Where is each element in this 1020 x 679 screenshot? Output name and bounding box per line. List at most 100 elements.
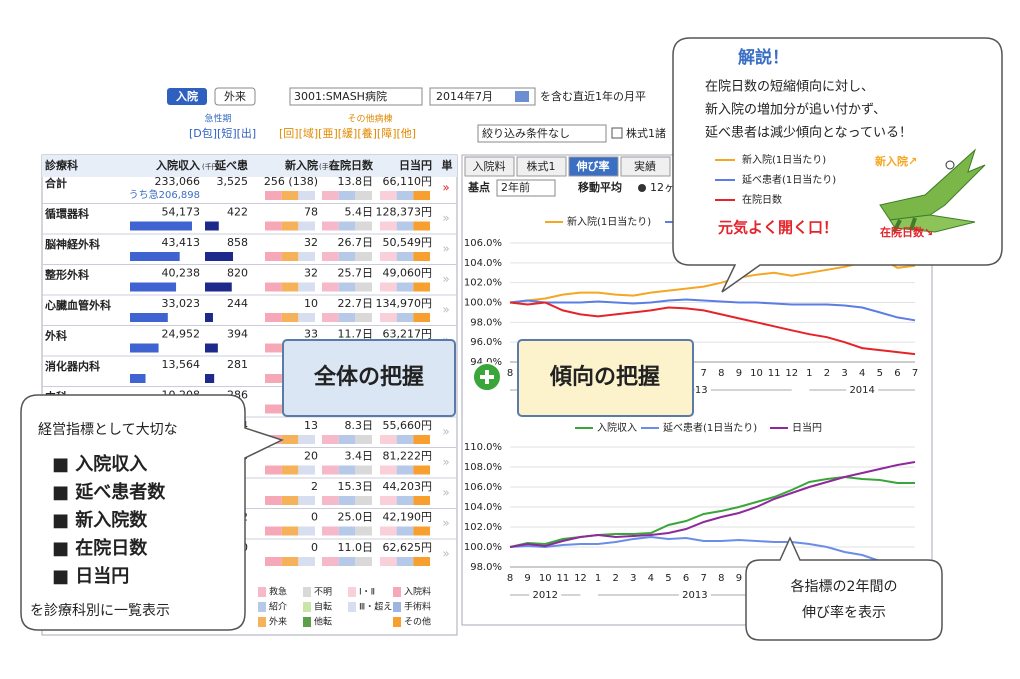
chart-tab[interactable] (568, 156, 619, 177)
row-name: 整形外科 (44, 268, 89, 282)
chart-tab-label[interactable]: 実績 (634, 159, 656, 173)
legend-label: 入院料 (404, 586, 431, 598)
cell: 128,373円 (376, 206, 433, 219)
cell: 8.3日 (345, 419, 374, 432)
expand-arrow[interactable]: » (442, 303, 449, 317)
hospital-select[interactable] (289, 87, 423, 106)
chart-tab[interactable] (620, 156, 671, 177)
month-input[interactable] (429, 87, 536, 106)
column-header: 延べ患 (214, 158, 248, 172)
cell: 2 (311, 480, 318, 493)
cell: 40,238 (162, 267, 201, 280)
expand-arrow[interactable]: » (442, 486, 449, 500)
expand-arrow[interactable]: » (442, 211, 449, 225)
other-buttons[interactable]: [回][域][亜][緩][養][障][他] (279, 126, 416, 140)
mini-segment (413, 191, 430, 200)
mini-segment (281, 557, 299, 566)
cell: 256 (138) (264, 175, 318, 188)
mini-segment (338, 465, 356, 475)
expand-arrow[interactable]: » (442, 516, 449, 530)
expand-arrow[interactable]: » (442, 242, 449, 256)
mini-segment (322, 313, 339, 322)
column-header: 在院日数 (329, 158, 374, 172)
checkbox[interactable] (611, 127, 623, 139)
mini-segment (298, 282, 315, 292)
mini-segment (413, 526, 430, 536)
unit: (千円) (202, 162, 222, 171)
legend-swatch (393, 602, 401, 612)
mini-segment (380, 191, 397, 200)
mini-segment (265, 465, 282, 475)
x-tick-label: 6 (683, 573, 689, 584)
chart-tab-label[interactable]: 株式1 (527, 159, 556, 173)
chart-tab[interactable] (516, 156, 567, 177)
legend-swatch (258, 617, 266, 627)
legend-label: Ⅰ・Ⅱ (359, 588, 375, 598)
expand-arrow[interactable]: » (442, 272, 449, 286)
expand-arrow[interactable]: » (442, 455, 449, 469)
legend-swatch (348, 602, 356, 612)
row-name: 脳神経外科 (45, 237, 100, 251)
mini-segment (265, 404, 282, 414)
explanation-line: 新入院の増加分が追い付かず、 (705, 102, 886, 118)
y-tick-label: 100.0% (464, 542, 502, 553)
expand-arrow[interactable]: » (442, 547, 449, 561)
trend-label: 傾向の把握 (549, 364, 660, 390)
cell: 134,970円 (376, 297, 433, 310)
chart-tab[interactable] (464, 156, 515, 177)
tab-active[interactable] (167, 88, 207, 105)
checkbox-label: 株式1諸 (626, 126, 666, 140)
overall-label: 全体の把握 (313, 364, 424, 390)
x-tick-label: 1 (806, 368, 812, 379)
mini-segment (413, 435, 430, 444)
period: を含む直近1年の月平 (540, 89, 646, 103)
mini-segment (281, 282, 299, 292)
revenue-bar (130, 221, 192, 231)
legend-label: 不明 (314, 587, 332, 598)
x-tick-label: 2 (612, 573, 618, 584)
mini-segment (413, 252, 430, 261)
filter-select[interactable] (477, 124, 607, 143)
chart-tab-label[interactable]: 伸び率 (576, 159, 610, 173)
legend-label: 入院収入 (597, 421, 637, 434)
series-line (509, 256, 916, 304)
mini-segment (338, 435, 356, 444)
tab[interactable]: 外来 (224, 90, 246, 103)
patients-bar (205, 343, 218, 353)
cell: 49,060円 (383, 267, 433, 280)
y-tick-label: 98.0% (470, 562, 502, 573)
mini-segment (265, 557, 282, 566)
base-select[interactable] (496, 179, 556, 197)
mini-segment (413, 221, 430, 231)
x-tick-label: 3 (841, 368, 847, 379)
expand-arrow[interactable]: » (442, 425, 449, 439)
tab[interactable] (214, 87, 256, 106)
left-footer: を診療科別に一覧表示 (30, 602, 170, 619)
row-name: 心臓血管外科 (45, 298, 111, 312)
croc-down: 在院日数↘ (880, 225, 933, 239)
revenue-bar (130, 374, 146, 383)
radio[interactable] (638, 184, 646, 192)
mini-segment (281, 526, 299, 536)
tab[interactable]: 入院 (176, 89, 198, 103)
mini-segment (355, 191, 372, 200)
x-tick-label: 7 (701, 573, 707, 584)
expand-arrow[interactable]: » (442, 181, 449, 195)
cell: 50,549円 (383, 236, 433, 249)
mini-segment (355, 557, 372, 566)
acute-label: 急性期 (204, 113, 231, 125)
mini-segment (338, 191, 356, 200)
cell: 394 (227, 328, 248, 341)
croc-eye (945, 160, 955, 170)
cell: 33 (304, 328, 318, 341)
mini-segment (322, 191, 339, 200)
calendar-icon[interactable] (515, 91, 529, 102)
legend-label: 新入院(1日当たり) (567, 215, 651, 228)
acute-buttons[interactable]: [D包][短][出] (189, 126, 256, 140)
mini-segment (380, 282, 397, 292)
tagline: 元気よく開く口！ (718, 219, 838, 237)
mini-segment (380, 221, 397, 231)
chart-tab-label[interactable]: 入院料 (473, 159, 506, 173)
cell: 62,625円 (383, 541, 433, 554)
mini-segment (355, 282, 372, 292)
